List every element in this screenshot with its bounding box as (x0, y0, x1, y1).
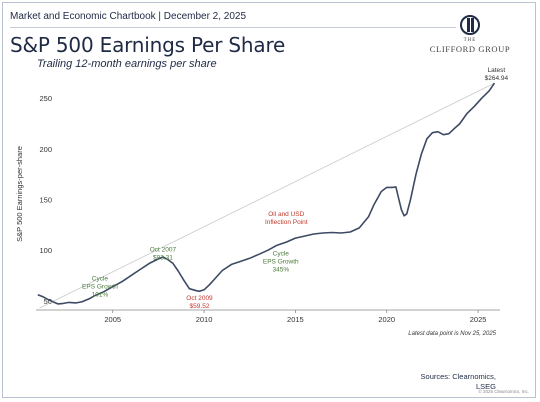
y-axis-label: S&P 500 Earnings-per-share (15, 146, 24, 242)
annotation-4-line-1: EPS Growth (263, 258, 299, 265)
y-tick-label-250: 250 (39, 94, 52, 103)
logo-small-text: THE (463, 38, 477, 43)
x-tick-label-2005: 2005 (104, 315, 121, 324)
trend-line (39, 82, 495, 309)
sources-line-1: Sources: Clearnomics, (420, 372, 496, 381)
chart-frame (2, 2, 536, 398)
chartbook-header: Market and Economic Chartbook | December… (10, 11, 247, 22)
annotation-5-line-1: $264.94 (485, 75, 509, 82)
annotation-0: Cycle EPS Growth 101% (82, 276, 118, 299)
x-tick-label-2020: 2020 (378, 315, 395, 324)
y-tick-label-200: 200 (39, 145, 52, 154)
annotation-5: Latest $264.94 (485, 67, 509, 82)
x-tick-label-2025: 2025 (470, 315, 487, 324)
chart-subtitle: Trailing 12-month earnings per share (37, 58, 217, 70)
annotation-4: Cycle EPS Growth 345% (263, 250, 299, 273)
logo-mark-icon (460, 15, 480, 35)
annotation-5-line-0: Latest (487, 67, 505, 74)
x-tick-label-2010: 2010 (196, 315, 213, 324)
logo-name: CLIFFORD GROUP (429, 44, 511, 54)
annotation-1: Oct 2007 $93.31 (150, 246, 177, 261)
annotation-3: Oil and USD Inflection Point (265, 211, 308, 226)
annotation-3-line-0: Oil and USD (268, 211, 304, 218)
annotation-2: Oct 2009 $59.52 (186, 295, 213, 310)
eps-series-line-0 (37, 82, 496, 305)
annotation-2-line-1: $59.52 (190, 303, 210, 310)
annotation-4-line-0: Cycle (273, 250, 290, 257)
company-logo: THE CLIFFORD GROUP (420, 14, 520, 60)
copyright-note: © 2025 Clearnomics, Inc. (478, 389, 529, 394)
annotation-0-line-2: 101% (92, 292, 109, 299)
sources-line-2: LSEG (475, 382, 496, 391)
header-divider (10, 27, 456, 28)
chart-title: S&P 500 Earnings Per Share (10, 33, 286, 57)
annotation-0-line-0: Cycle (92, 276, 109, 283)
y-tick-label-100: 100 (39, 246, 52, 255)
annotation-2-line-0: Oct 2009 (186, 295, 213, 302)
y-tick-label-150: 150 (39, 196, 52, 205)
annotation-1-line-0: Oct 2007 (150, 246, 177, 253)
annotation-0-line-1: EPS Growth (82, 284, 118, 291)
annotation-3-line-1: Inflection Point (265, 219, 308, 226)
x-tick-label-2015: 2015 (287, 315, 304, 324)
annotation-4-line-2: 345% (272, 266, 289, 273)
latest-data-footnote: Latest data point is Nov 25, 2025 (408, 331, 496, 337)
sources-note: Sources: Clearnomics, LSEG (376, 372, 496, 392)
annotation-1-line-1: $93.31 (153, 254, 173, 261)
y-tick-label-50: 50 (44, 297, 52, 306)
